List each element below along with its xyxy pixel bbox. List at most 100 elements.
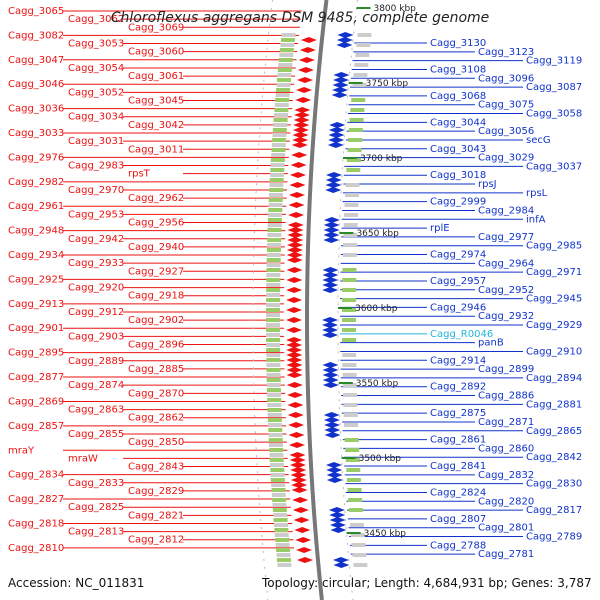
gene-label-left[interactable]: Cagg_2869 bbox=[8, 396, 64, 407]
gene-label-left[interactable]: Cagg_2970 bbox=[68, 185, 124, 196]
gene-label-right[interactable]: panB bbox=[478, 338, 504, 349]
gene-label-left[interactable]: Cagg_2874 bbox=[68, 380, 124, 391]
gene-label-right[interactable]: Cagg_3058 bbox=[526, 109, 582, 120]
gene-label-left[interactable]: Cagg_3065 bbox=[8, 6, 64, 17]
gene-label-right[interactable]: Cagg_2910 bbox=[526, 346, 582, 357]
gene-label-left[interactable]: Cagg_3047 bbox=[8, 55, 64, 66]
gene-label-left[interactable]: Cagg_3011 bbox=[128, 144, 184, 155]
gene-label-right[interactable]: Cagg_2929 bbox=[526, 320, 582, 331]
gene-label-right[interactable]: Cagg_2841 bbox=[430, 461, 486, 472]
gene-label-left[interactable]: Cagg_3069 bbox=[128, 22, 184, 33]
gene-label-left[interactable]: Cagg_2933 bbox=[68, 258, 124, 269]
gene-label-right[interactable]: Cagg_3123 bbox=[478, 47, 534, 58]
gene-label-left[interactable]: Cagg_3082 bbox=[8, 30, 64, 41]
gene-label-left[interactable]: mraY bbox=[8, 445, 35, 456]
gene-label-right[interactable]: Cagg_2788 bbox=[430, 540, 486, 551]
gene-label-right[interactable]: infA bbox=[526, 214, 546, 225]
gene-label-left[interactable]: Cagg_3053 bbox=[68, 39, 124, 50]
gene-label-left[interactable]: Cagg_3061 bbox=[128, 71, 184, 82]
gene-label-right[interactable]: Cagg_2977 bbox=[478, 232, 534, 243]
gene-label-right[interactable]: Cagg_2971 bbox=[526, 267, 582, 278]
gene-label-right[interactable]: Cagg_2932 bbox=[478, 311, 534, 322]
gene-label-right[interactable]: Cagg_R0046 bbox=[430, 329, 493, 340]
gene-label-right[interactable]: Cagg_2899 bbox=[478, 364, 534, 375]
gene-label-left[interactable]: Cagg_3036 bbox=[8, 104, 64, 115]
gene-label-left[interactable]: Cagg_2942 bbox=[68, 234, 124, 245]
gene-label-left[interactable]: Cagg_2953 bbox=[68, 209, 124, 220]
gene-label-left[interactable]: Cagg_2821 bbox=[128, 510, 184, 521]
gene-label-left[interactable]: Cagg_2850 bbox=[128, 437, 184, 448]
gene-label-right[interactable]: Cagg_2842 bbox=[526, 452, 582, 463]
gene-label-left[interactable]: Cagg_2833 bbox=[68, 478, 124, 489]
gene-label-left[interactable]: Cagg_2983 bbox=[68, 161, 124, 172]
gene-label-left[interactable]: Cagg_2843 bbox=[128, 462, 184, 473]
gene-label-right[interactable]: Cagg_2974 bbox=[430, 250, 486, 261]
gene-label-left[interactable]: Cagg_2961 bbox=[8, 201, 64, 212]
gene-label-right[interactable]: rpsJ bbox=[478, 179, 497, 190]
gene-label-left[interactable]: Cagg_2934 bbox=[8, 250, 64, 261]
gene-label-left[interactable]: Cagg_2925 bbox=[8, 274, 64, 285]
gene-label-left[interactable]: Cagg_2825 bbox=[68, 502, 124, 513]
gene-label-right[interactable]: Cagg_3037 bbox=[526, 161, 582, 172]
gene-label-right[interactable]: Cagg_2820 bbox=[478, 496, 534, 507]
gene-label-right[interactable]: Cagg_2861 bbox=[430, 435, 486, 446]
gene-label-left[interactable]: Cagg_2855 bbox=[68, 429, 124, 440]
gene-label-left[interactable]: rpsT bbox=[128, 169, 151, 180]
gene-label-right[interactable]: Cagg_3087 bbox=[526, 82, 582, 93]
gene-label-left[interactable]: Cagg_3033 bbox=[8, 128, 64, 139]
gene-label-right[interactable]: Cagg_2801 bbox=[478, 523, 534, 534]
gene-label-right[interactable]: Cagg_2824 bbox=[430, 487, 486, 498]
gene-label-right[interactable]: Cagg_3018 bbox=[430, 170, 486, 181]
gene-label-right[interactable]: Cagg_2860 bbox=[478, 443, 534, 454]
gene-label-right[interactable]: Cagg_3056 bbox=[478, 126, 534, 137]
gene-label-right[interactable]: Cagg_3043 bbox=[430, 144, 486, 155]
gene-label-right[interactable]: Cagg_3130 bbox=[430, 38, 486, 49]
gene-label-left[interactable]: Cagg_2877 bbox=[8, 372, 64, 383]
gene-label-left[interactable]: Cagg_2818 bbox=[8, 518, 64, 529]
gene-labels[interactable]: Cagg_3065 Cagg_3062 Cagg_3069 Cagg_3082 Cagg… bbox=[8, 6, 582, 560]
gene-label-left[interactable]: Cagg_2962 bbox=[128, 193, 184, 204]
gene-label-right[interactable]: rplE bbox=[430, 223, 450, 234]
gene-label-right[interactable]: Cagg_3044 bbox=[430, 117, 486, 128]
gene-label-right[interactable]: Cagg_2875 bbox=[430, 408, 486, 419]
gene-label-right[interactable]: Cagg_2914 bbox=[430, 355, 486, 366]
gene-label-left[interactable]: Cagg_3060 bbox=[128, 47, 184, 58]
gene-label-left[interactable]: Cagg_2810 bbox=[8, 543, 64, 554]
gene-label-left[interactable]: Cagg_2863 bbox=[68, 405, 124, 416]
gene-label-right[interactable]: Cagg_2886 bbox=[478, 391, 534, 402]
gene-label-left[interactable]: Cagg_2885 bbox=[128, 364, 184, 375]
gene-label-right[interactable]: Cagg_2985 bbox=[526, 241, 582, 252]
gene-label-left[interactable]: Cagg_2913 bbox=[8, 299, 64, 310]
gene-label-left[interactable]: Cagg_3031 bbox=[68, 136, 124, 147]
gene-label-right[interactable]: Cagg_2871 bbox=[478, 417, 534, 428]
gene-label-right[interactable]: Cagg_2865 bbox=[526, 426, 582, 437]
gene-label-left[interactable]: Cagg_3054 bbox=[68, 63, 124, 74]
gene-label-left[interactable]: Cagg_2948 bbox=[8, 226, 64, 237]
gene-label-right[interactable]: Cagg_2817 bbox=[526, 505, 582, 516]
gene-label-right[interactable]: Cagg_2946 bbox=[430, 302, 486, 313]
gene-label-right[interactable]: Cagg_2945 bbox=[526, 294, 582, 305]
gene-label-right[interactable]: secG bbox=[526, 135, 551, 146]
gene-label-right[interactable]: Cagg_2830 bbox=[526, 479, 582, 490]
gene-label-left[interactable]: Cagg_2927 bbox=[128, 266, 184, 277]
gene-label-right[interactable]: rpsL bbox=[526, 188, 548, 199]
gene-label-left[interactable]: Cagg_2895 bbox=[8, 348, 64, 359]
gene-label-left[interactable]: Cagg_3045 bbox=[128, 95, 184, 106]
gene-label-right[interactable]: Cagg_2894 bbox=[526, 373, 582, 384]
gene-label-left[interactable]: Cagg_2956 bbox=[128, 217, 184, 228]
gene-label-right[interactable]: Cagg_3108 bbox=[430, 64, 486, 75]
gene-label-left[interactable]: Cagg_2982 bbox=[8, 177, 64, 188]
gene-label-right[interactable]: Cagg_2964 bbox=[478, 258, 534, 269]
gene-label-right[interactable]: Cagg_2789 bbox=[526, 532, 582, 543]
gene-label-left[interactable]: Cagg_2901 bbox=[8, 323, 64, 334]
gene-label-left[interactable]: Cagg_3052 bbox=[68, 87, 124, 98]
gene-label-right[interactable]: Cagg_2952 bbox=[478, 285, 534, 296]
gene-label-left[interactable]: Cagg_3062 bbox=[68, 14, 124, 25]
gene-label-left[interactable]: Cagg_3034 bbox=[68, 112, 124, 123]
gene-label-left[interactable]: Cagg_2918 bbox=[128, 291, 184, 302]
gene-label-left[interactable]: Cagg_2870 bbox=[128, 388, 184, 399]
gene-label-right[interactable]: Cagg_3075 bbox=[478, 100, 534, 111]
gene-label-left[interactable]: Cagg_2912 bbox=[68, 307, 124, 318]
gene-label-right[interactable]: Cagg_2892 bbox=[430, 382, 486, 393]
gene-label-left[interactable]: Cagg_2920 bbox=[68, 283, 124, 294]
